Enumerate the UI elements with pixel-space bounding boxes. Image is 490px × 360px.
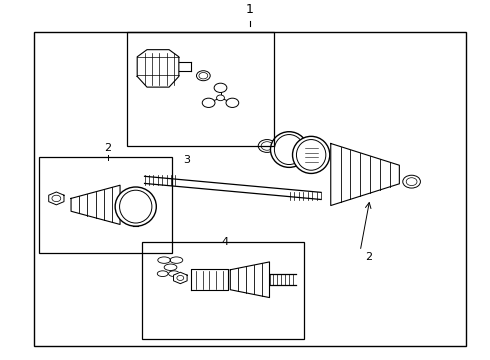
Bar <box>39 157 172 253</box>
Text: 3: 3 <box>183 155 190 165</box>
Polygon shape <box>230 262 270 298</box>
Polygon shape <box>145 176 321 199</box>
Text: 4: 4 <box>222 237 229 247</box>
Circle shape <box>202 98 215 107</box>
Text: 2: 2 <box>365 252 372 262</box>
Polygon shape <box>331 144 399 206</box>
Polygon shape <box>137 50 179 87</box>
Text: 1: 1 <box>246 3 254 16</box>
Circle shape <box>217 95 224 101</box>
Circle shape <box>214 83 227 93</box>
Bar <box>34 32 465 346</box>
Circle shape <box>226 98 239 107</box>
Polygon shape <box>173 272 187 284</box>
Text: 2: 2 <box>104 143 111 153</box>
Ellipse shape <box>270 132 308 167</box>
Polygon shape <box>71 185 120 224</box>
Bar <box>142 242 304 339</box>
Bar <box>127 32 274 146</box>
Polygon shape <box>191 269 228 291</box>
Polygon shape <box>49 192 64 205</box>
Ellipse shape <box>115 187 156 226</box>
Ellipse shape <box>293 136 330 174</box>
